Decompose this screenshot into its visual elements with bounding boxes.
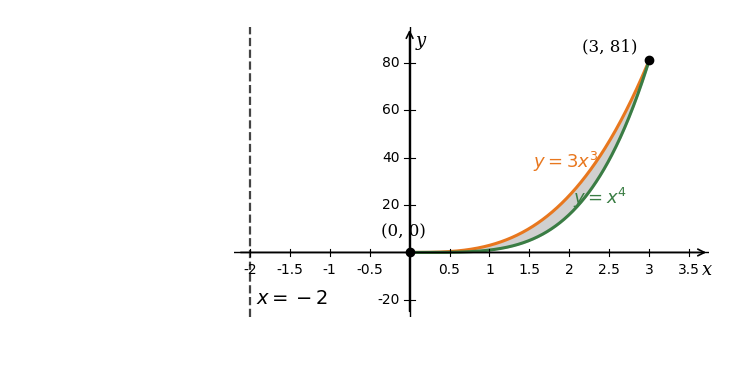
Text: (3, 81): (3, 81) [582,39,637,56]
Text: -2: -2 [243,263,257,277]
Text: 1: 1 [485,263,494,277]
Text: 0.5: 0.5 [439,263,461,277]
Text: -1: -1 [323,263,336,277]
Text: x: x [702,261,712,279]
Text: 2: 2 [565,263,574,277]
Text: 40: 40 [382,151,400,164]
Text: 3: 3 [645,263,654,277]
Text: 60: 60 [382,103,400,117]
Text: 2.5: 2.5 [598,263,620,277]
Text: $y = x^4$: $y = x^4$ [573,186,627,210]
Text: y: y [416,32,426,50]
Text: 80: 80 [382,56,400,69]
Text: $x = -2$: $x = -2$ [257,290,328,308]
Text: 1.5: 1.5 [518,263,540,277]
Text: 3.5: 3.5 [678,263,700,277]
Text: -0.5: -0.5 [356,263,383,277]
Text: (0, 0): (0, 0) [381,223,425,240]
Text: 20: 20 [382,198,400,212]
Text: $y = 3x^3$: $y = 3x^3$ [534,150,599,174]
Text: -1.5: -1.5 [276,263,303,277]
Text: -20: -20 [377,293,400,307]
